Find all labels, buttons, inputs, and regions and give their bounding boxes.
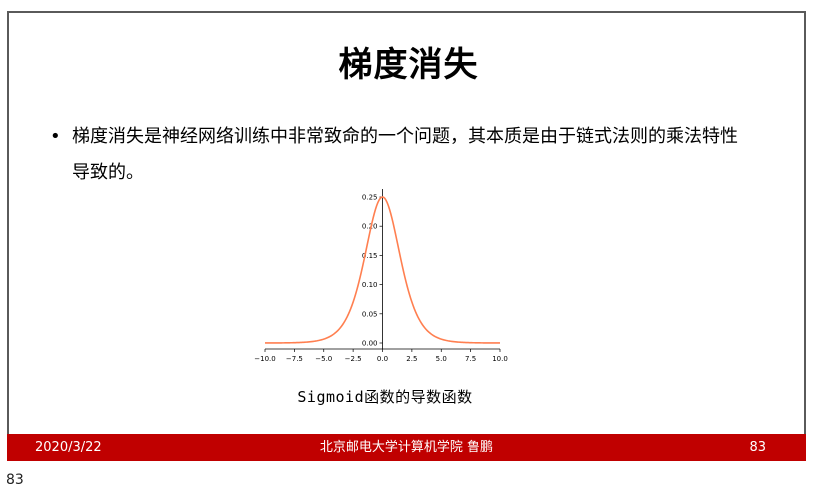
y-tick-label: 0.15 <box>362 252 378 260</box>
y-tick-label: 0.00 <box>362 340 378 348</box>
chart-caption: Sigmoid函数的导数函数 <box>297 388 473 406</box>
x-tick-label: −5.0 <box>315 355 332 363</box>
footer-date: 2020/3/22 <box>35 440 102 455</box>
y-tick-label: 0.05 <box>362 310 378 318</box>
footer-institution: 北京邮电大学计算机学院 鲁鹏 <box>319 440 494 455</box>
x-tick-label: 5.0 <box>436 355 447 363</box>
slide-index-label: 83 <box>6 472 24 488</box>
x-tick-label: 0.0 <box>377 355 388 363</box>
y-tick-label: 0.20 <box>362 223 378 231</box>
bullet-marker: • <box>50 126 61 147</box>
chart-svg: −10.0 −7.5 −5.0 −2.5 0.0 2.5 5.0 7.5 10.0 0.00 0.0… <box>254 189 508 363</box>
y-tick-label: 0.25 <box>362 194 378 202</box>
slide-title: 梯度消失 <box>338 45 479 85</box>
x-tick-label: 7.5 <box>465 355 476 363</box>
x-tick-label: −10.0 <box>254 355 275 363</box>
x-tick-label: 2.5 <box>406 355 417 363</box>
bullet-text: 梯度消失是神经网络训练中非常致命的一个问题，其本质是由于链式法则的乘法特性导致的… <box>72 126 738 183</box>
footer-bar: 2020/3/22 北京邮电大学计算机学院 鲁鹏 83 <box>7 434 806 461</box>
sigmoid-derivative-curve <box>265 196 500 344</box>
x-tick-label: 10.0 <box>492 355 508 363</box>
x-tick-label: −2.5 <box>345 355 362 363</box>
sigmoid-derivative-chart: −10.0 −7.5 −5.0 −2.5 0.0 2.5 5.0 7.5 10.0 0.00 0.0… <box>245 183 515 368</box>
footer-page-number: 83 <box>749 440 766 455</box>
y-tick-label: 0.10 <box>362 281 378 289</box>
slide-frame: 梯度消失 <box>7 11 806 461</box>
x-tick-label: −7.5 <box>286 355 303 363</box>
